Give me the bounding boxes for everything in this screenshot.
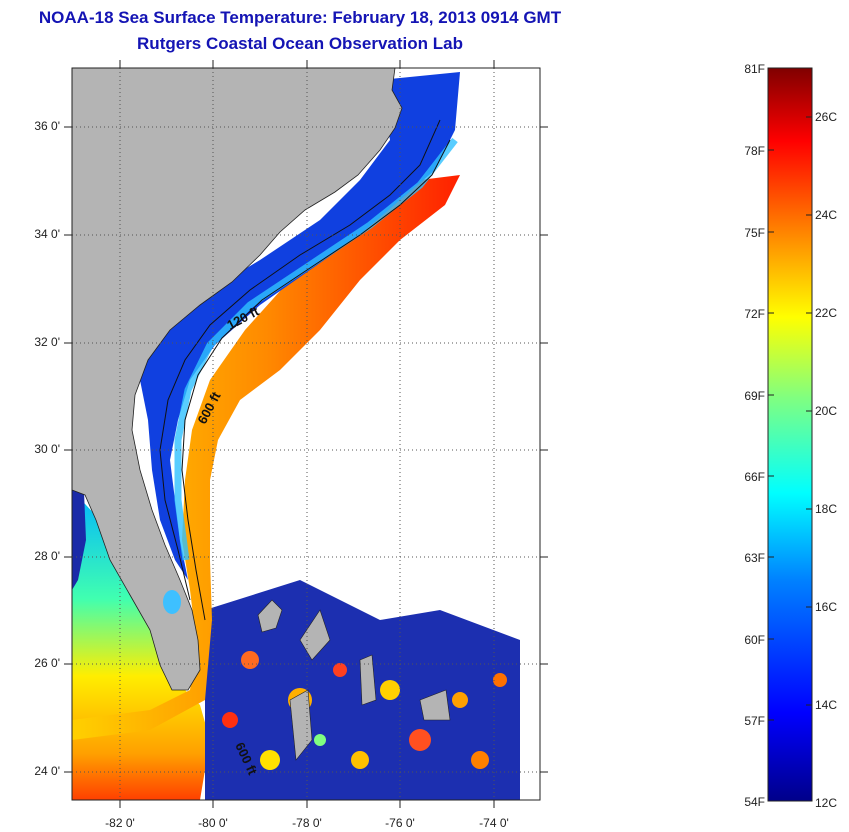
cb-f-60: 60F — [744, 633, 765, 647]
lon-label-76: -76 0' — [385, 816, 415, 830]
shelf-edge-cyan — [174, 137, 458, 561]
cb-f-81: 81F — [744, 62, 765, 76]
lat-label-32: 32 0' — [34, 335, 60, 349]
bahamas-islands — [257, 599, 451, 761]
cb-f-78: 78F — [744, 144, 765, 158]
cb-c-22: 22C — [815, 306, 838, 320]
map-ticks — [64, 60, 548, 808]
lon-label-80: -80 0' — [198, 816, 228, 830]
shelf-water — [130, 72, 460, 580]
lon-label-82: -82 0' — [105, 816, 135, 830]
map-frame — [71, 67, 541, 801]
cb-c-16: 16C — [815, 600, 838, 614]
colorbar-gradient — [767, 67, 813, 802]
lat-label-26: 26 0' — [34, 656, 60, 670]
lon-label-74: -74 0' — [479, 816, 509, 830]
cb-f-63: 63F — [744, 551, 765, 565]
lake-okeechobee — [163, 590, 181, 614]
map-subtitle: Rutgers Coastal Ocean Observation Lab — [137, 34, 463, 53]
cb-f-69: 69F — [744, 389, 765, 403]
lat-label-36: 36 0' — [34, 119, 60, 133]
cb-f-57: 57F — [744, 714, 765, 728]
cb-f-66: 66F — [744, 470, 765, 484]
lat-label-28: 28 0' — [34, 549, 60, 563]
lat-label-24: 24 0' — [34, 764, 60, 778]
gulf-dark-water — [72, 490, 86, 590]
cb-c-18: 18C — [815, 502, 838, 516]
map-title: NOAA-18 Sea Surface Temperature: Februar… — [38, 8, 562, 27]
colorbar-ticks — [768, 116, 812, 721]
cb-c-12: 12C — [815, 796, 838, 810]
lon-label-78: -78 0' — [292, 816, 322, 830]
cb-c-14: 14C — [815, 698, 838, 712]
map-panel: 120 ft 600 ft 600 ft — [72, 68, 540, 800]
cb-c-26: 26C — [815, 110, 838, 124]
cb-f-54: 54F — [744, 795, 765, 809]
cb-c-20: 20C — [815, 404, 838, 418]
cb-f-75: 75F — [744, 226, 765, 240]
cb-c-24: 24C — [815, 208, 838, 222]
cb-f-72: 72F — [744, 307, 765, 321]
lat-label-30: 30 0' — [34, 442, 60, 456]
lat-label-34: 34 0' — [34, 227, 60, 241]
contour-120ft — [159, 119, 441, 601]
